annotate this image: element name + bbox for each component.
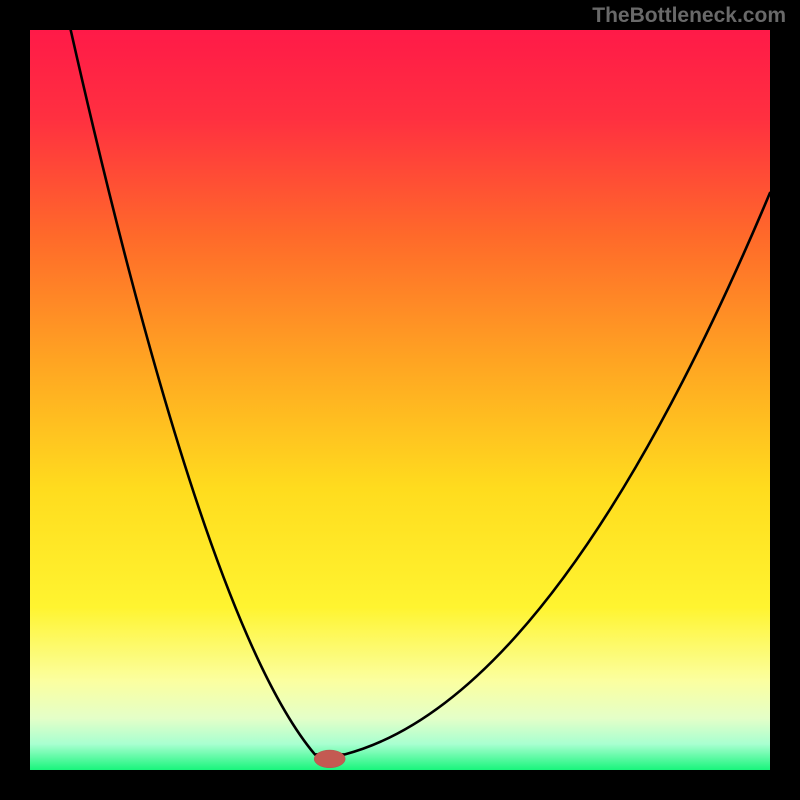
plot-background bbox=[30, 30, 770, 770]
bottleneck-chart bbox=[0, 0, 800, 800]
optimum-marker bbox=[314, 750, 345, 768]
watermark-text: TheBottleneck.com bbox=[592, 4, 786, 28]
chart-container: TheBottleneck.com bbox=[0, 0, 800, 800]
